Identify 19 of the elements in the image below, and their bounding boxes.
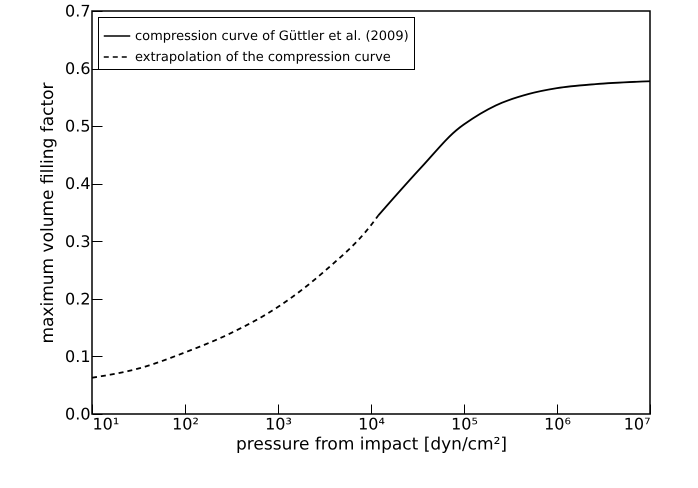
y-axis-title: maximum volume filling factor: [38, 82, 58, 344]
x-tick-label: 10¹: [92, 414, 120, 434]
y-tick-label: 0.4: [65, 174, 90, 194]
y-tick-label: 0.1: [65, 346, 90, 366]
x-tick-label: 10⁶: [544, 414, 571, 434]
y-tick-label: 0.5: [65, 116, 90, 136]
x-tick-label: 10⁷: [624, 414, 650, 434]
x-tick-label: 10⁴: [358, 414, 385, 434]
x-tick-label: 10³: [265, 414, 292, 434]
y-tick-label: 0.2: [65, 289, 90, 308]
x-axis-title: pressure from impact [dyn/cm²]: [236, 434, 508, 454]
y-tick-label: 0.6: [65, 59, 90, 78]
y-tick-label: 0.0: [65, 404, 90, 424]
x-tick-label: 10⁵: [451, 414, 478, 434]
legend-label: extrapolation of the compression curve: [135, 50, 391, 65]
legend-label: compression curve of Güttler et al. (2009): [135, 29, 409, 44]
y-tick-label: 0.3: [65, 232, 90, 251]
x-tick-label: 10²: [172, 414, 199, 434]
y-tick-label: 0.7: [65, 2, 90, 20]
